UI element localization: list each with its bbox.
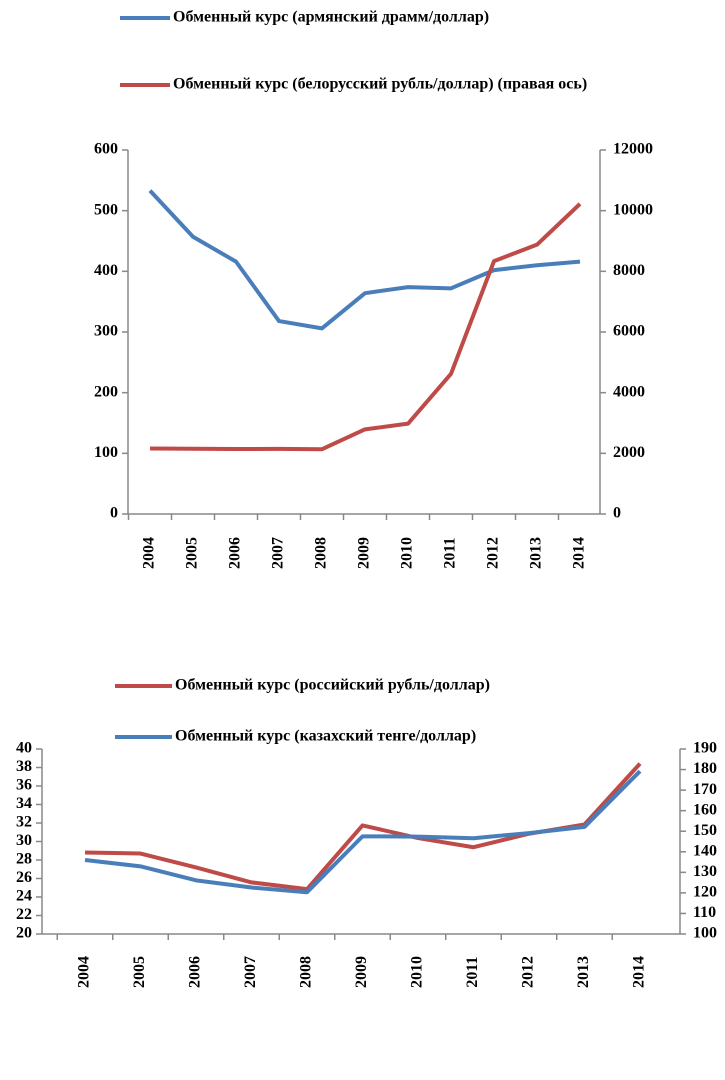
y-tick-label: 22 [16,906,32,923]
y2-tick-label: 180 [693,760,717,777]
y-tick-label: 200 [94,383,118,400]
y-tick-label: 300 [94,323,118,340]
y-tick-label: 32 [16,814,32,831]
y2-tick-label: 160 [693,801,717,818]
y2-tick-label: 2000 [613,444,645,461]
x-tick-label: 2008 [298,956,315,988]
legend-label: Обменный курс (белорусский рубль/доллар)… [173,76,587,93]
x-tick-label: 2011 [442,537,459,568]
y2-tick-label: 100 [693,925,717,942]
y2-tick-label: 190 [693,740,717,757]
y2-tick-label: 150 [693,822,717,839]
y2-tick-label: 170 [693,781,717,798]
x-tick-label: 2009 [356,537,373,569]
x-tick-label: 2013 [575,956,592,988]
y2-tick-label: 140 [693,842,717,859]
x-tick-label: 2011 [464,956,481,987]
series-line [84,769,642,895]
series-line [148,189,581,331]
x-tick-label: 2012 [520,956,537,988]
y-tick-label: 24 [16,888,32,905]
y-tick-label: 36 [16,777,32,794]
legend-label: Обменный курс (российский рубль/доллар) [175,677,490,694]
y2-tick-label: 130 [693,863,717,880]
x-tick-label: 2014 [631,956,648,988]
x-tick-label: 2013 [528,537,545,569]
x-tick-label: 2006 [187,956,204,988]
y-tick-label: 30 [16,832,32,849]
y-tick-label: 400 [94,262,118,279]
x-tick-label: 2005 [184,537,201,569]
x-tick-label: 2004 [76,956,93,988]
y-tick-label: 500 [94,201,118,218]
x-tick-label: 2008 [313,537,330,569]
y-tick-label: 28 [16,851,32,868]
y2-tick-label: 110 [693,904,716,921]
y-tick-label: 600 [94,141,118,158]
y-tick-label: 40 [16,740,32,757]
y-tick-label: 0 [110,505,118,522]
y-tick-label: 100 [94,444,118,461]
y-tick-label: 38 [16,758,32,775]
y-tick-label: 26 [16,869,32,886]
y-tick-label: 34 [16,795,32,812]
y2-tick-label: 4000 [613,383,645,400]
series-line [149,202,582,452]
y2-tick-label: 6000 [613,323,645,340]
legend-label: Обменный курс (армянский драмм/доллар) [173,9,489,26]
x-tick-label: 2012 [485,537,502,569]
x-tick-label: 2006 [227,537,244,569]
x-tick-label: 2005 [131,956,148,988]
x-tick-label: 2007 [270,537,287,569]
y2-tick-label: 120 [693,884,717,901]
x-tick-label: 2010 [399,537,416,569]
y2-tick-label: 10000 [613,201,653,218]
y2-tick-label: 12000 [613,141,653,158]
x-tick-label: 2009 [353,956,370,988]
y2-tick-label: 0 [613,505,621,522]
legend-label: Обменный курс (казахский тенге/доллар) [175,728,476,745]
x-tick-label: 2010 [409,956,426,988]
x-tick-label: 2014 [571,537,588,569]
series-line [84,762,642,892]
y2-tick-label: 8000 [613,262,645,279]
x-tick-label: 2007 [242,956,259,988]
x-tick-label: 2004 [141,537,158,569]
y-tick-label: 20 [16,925,32,942]
